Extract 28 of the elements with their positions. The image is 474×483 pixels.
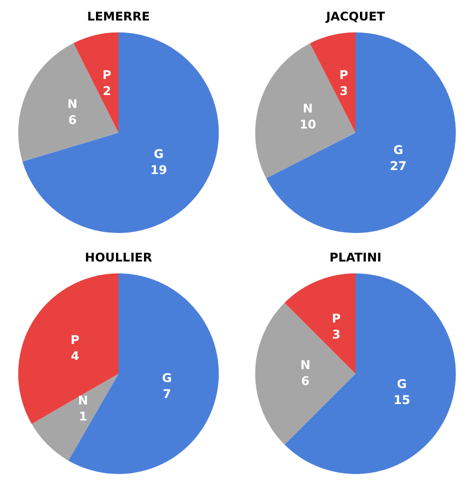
- data-label: 3: [332, 327, 340, 342]
- slice-label: N: [302, 101, 313, 116]
- data-label: 15: [393, 393, 410, 408]
- chart-title: HOULLIER: [84, 250, 152, 264]
- data-label: 6: [68, 112, 77, 127]
- slice-label: N: [67, 96, 78, 111]
- data-label: 7: [162, 386, 172, 401]
- slice-label: P: [70, 332, 80, 347]
- slice-label: G: [162, 370, 172, 385]
- data-label: 27: [390, 159, 407, 174]
- data-label: 10: [299, 117, 316, 132]
- data-label: 2: [102, 84, 112, 98]
- slice-label: G: [154, 146, 164, 161]
- data-label: 3: [340, 84, 348, 98]
- data-label: 19: [150, 162, 168, 177]
- slice-label: P: [332, 311, 341, 326]
- data-label: 6: [301, 374, 310, 388]
- chart-title: LEMERRE: [87, 9, 150, 24]
- slice-label: G: [396, 377, 407, 392]
- slice-label: P: [339, 68, 348, 82]
- slice-label: N: [78, 393, 88, 408]
- slice-label: G: [393, 143, 404, 158]
- slice-label: N: [300, 358, 310, 372]
- data-label: 1: [78, 409, 88, 424]
- data-label: 4: [70, 348, 80, 363]
- chart-title: PLATINI: [330, 250, 382, 264]
- slice-label: P: [102, 68, 112, 82]
- chart-title: JACQUET: [325, 9, 386, 24]
